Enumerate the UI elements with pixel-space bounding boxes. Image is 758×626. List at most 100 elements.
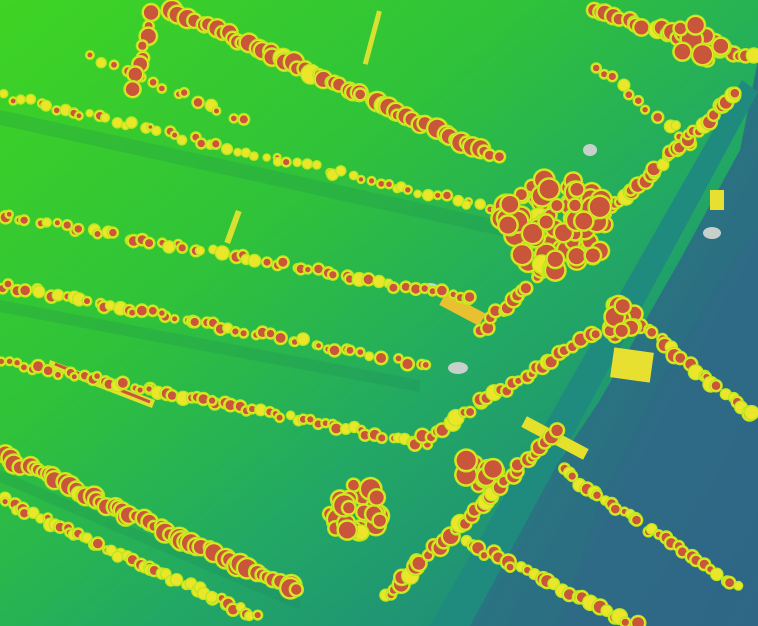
- tree: [395, 355, 402, 362]
- tree-edge: [365, 352, 373, 360]
- tree: [693, 45, 712, 65]
- tree-edge: [223, 323, 232, 333]
- tree: [625, 91, 633, 98]
- tree: [276, 414, 283, 421]
- tree: [456, 450, 476, 470]
- tree: [436, 424, 448, 436]
- tree: [713, 38, 729, 54]
- tree-edge: [171, 574, 183, 586]
- tree-edge: [0, 90, 8, 98]
- tree: [331, 423, 342, 434]
- tree: [358, 177, 364, 182]
- tree: [329, 271, 337, 279]
- tree: [33, 361, 44, 372]
- tree: [225, 400, 236, 411]
- tree: [6, 358, 13, 364]
- tree: [401, 282, 410, 291]
- tree: [263, 258, 271, 266]
- tree: [709, 110, 719, 120]
- tree: [647, 328, 656, 337]
- tree-edge: [248, 255, 261, 267]
- tree-edge: [112, 118, 122, 128]
- tree: [111, 61, 117, 68]
- tree: [555, 224, 572, 242]
- tree-edge: [414, 190, 421, 197]
- tree-edge: [126, 117, 137, 128]
- tree-edge: [152, 126, 161, 135]
- tree: [675, 353, 686, 363]
- tree: [239, 115, 248, 124]
- tree: [568, 472, 576, 480]
- tree-edge: [215, 246, 229, 260]
- tree: [520, 283, 532, 294]
- tree: [539, 215, 553, 229]
- tree: [515, 189, 527, 200]
- tree-edge: [112, 551, 123, 562]
- tree: [551, 200, 563, 211]
- tree: [14, 360, 20, 366]
- tree: [615, 324, 628, 337]
- tree-edge: [423, 190, 434, 201]
- tree: [429, 288, 436, 295]
- tree: [197, 139, 205, 148]
- tree-edge: [475, 199, 485, 209]
- tree-edge: [287, 411, 295, 419]
- tree: [360, 430, 370, 440]
- tree: [539, 179, 559, 199]
- tree: [466, 408, 474, 416]
- tree: [76, 113, 82, 119]
- tree-edge: [746, 48, 758, 63]
- tree-edge: [245, 611, 254, 620]
- tree: [422, 362, 429, 368]
- tree: [687, 17, 704, 34]
- tree: [138, 41, 147, 50]
- tree: [53, 107, 60, 114]
- tree: [615, 299, 630, 313]
- tree-edge: [263, 154, 270, 161]
- tree: [21, 364, 27, 371]
- tree: [87, 52, 93, 58]
- tree: [322, 420, 329, 427]
- tree: [54, 220, 60, 226]
- tree: [421, 285, 428, 292]
- tree: [148, 306, 157, 315]
- tree: [137, 305, 147, 316]
- tree-edge: [313, 161, 321, 169]
- tree: [167, 391, 177, 400]
- patch: [703, 227, 721, 239]
- tree: [674, 43, 691, 60]
- tree: [593, 491, 601, 499]
- tree: [711, 381, 721, 391]
- tree: [601, 71, 608, 78]
- tree: [172, 316, 178, 322]
- tree-edge: [462, 201, 470, 209]
- tree: [266, 329, 275, 338]
- tree: [143, 5, 159, 20]
- tree: [55, 371, 61, 378]
- tree-edge: [28, 507, 39, 518]
- tree: [725, 578, 734, 588]
- tree-edge: [250, 152, 258, 160]
- tree-edge: [671, 121, 680, 130]
- tree: [283, 159, 290, 166]
- tree: [307, 416, 314, 423]
- tree: [159, 310, 165, 316]
- tree: [480, 552, 488, 559]
- tree: [232, 328, 239, 335]
- tree-edge: [26, 95, 35, 104]
- tree-edge: [373, 276, 385, 287]
- tree: [635, 97, 642, 104]
- tree: [373, 514, 386, 527]
- tree: [228, 604, 238, 615]
- tree-edge: [657, 159, 669, 170]
- tree: [125, 82, 140, 96]
- tree: [642, 107, 648, 113]
- tree: [378, 180, 385, 187]
- tree-edge: [163, 241, 175, 253]
- tree: [545, 356, 557, 368]
- tree: [485, 150, 494, 160]
- tree: [604, 325, 616, 337]
- tree: [254, 612, 261, 619]
- tree-edge: [745, 406, 758, 420]
